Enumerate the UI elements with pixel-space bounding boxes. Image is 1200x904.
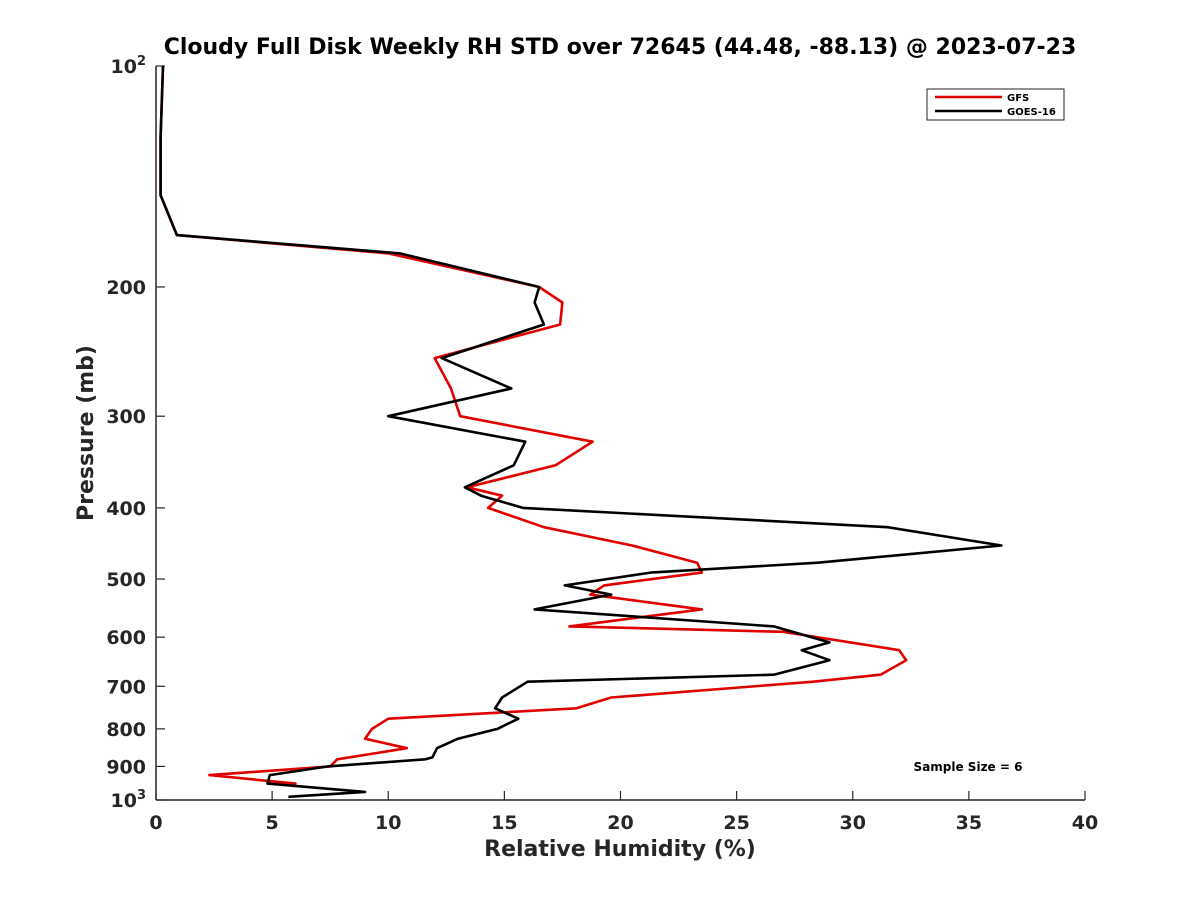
legend-box xyxy=(926,88,1065,121)
x-axis-ticks: 0 5 10 15 20 25 30 35 40 xyxy=(149,791,1098,834)
y-tick-label: 102 xyxy=(111,54,147,78)
y-axis-ticks: 102 200 300 400 500 600 700 800 900 103 xyxy=(106,54,165,812)
x-tick-label: 25 xyxy=(723,812,749,834)
y-axis-label: Pressure (mb) xyxy=(74,345,99,521)
series-line-gfs xyxy=(159,65,908,788)
x-tick-label: 0 xyxy=(149,812,162,834)
x-tick-label: 35 xyxy=(956,812,982,834)
y-tick-label: 700 xyxy=(106,676,146,698)
x-tick-label: 10 xyxy=(375,812,401,834)
y-tick-label: 400 xyxy=(106,498,146,520)
x-tick-label: 15 xyxy=(491,812,517,834)
y-tick-label: 600 xyxy=(106,627,146,649)
x-tick-label: 30 xyxy=(840,812,866,834)
legend: GFS GOES-16 xyxy=(926,88,1065,121)
series-line-goes-16 xyxy=(159,65,1003,799)
x-tick-label: 5 xyxy=(266,812,279,834)
chart-title: Cloudy Full Disk Weekly RH STD over 7264… xyxy=(164,35,1077,60)
sample-size-annotation: Sample Size = 6 xyxy=(914,760,1023,774)
y-tick-label: 500 xyxy=(106,569,146,591)
x-axis-label: Relative Humidity (%) xyxy=(484,837,756,862)
series-lines xyxy=(159,65,1003,799)
x-tick-label: 40 xyxy=(1072,812,1098,834)
legend-label-goes16: GOES-16 xyxy=(1007,107,1056,118)
y-tick-label: 300 xyxy=(106,406,146,428)
legend-label-gfs: GFS xyxy=(1007,93,1029,104)
x-tick-label: 20 xyxy=(607,812,633,834)
y-tick-label: 900 xyxy=(106,756,146,778)
y-tick-label: 200 xyxy=(106,277,146,299)
y-tick-label: 103 xyxy=(111,788,147,812)
y-tick-label: 800 xyxy=(106,719,146,741)
